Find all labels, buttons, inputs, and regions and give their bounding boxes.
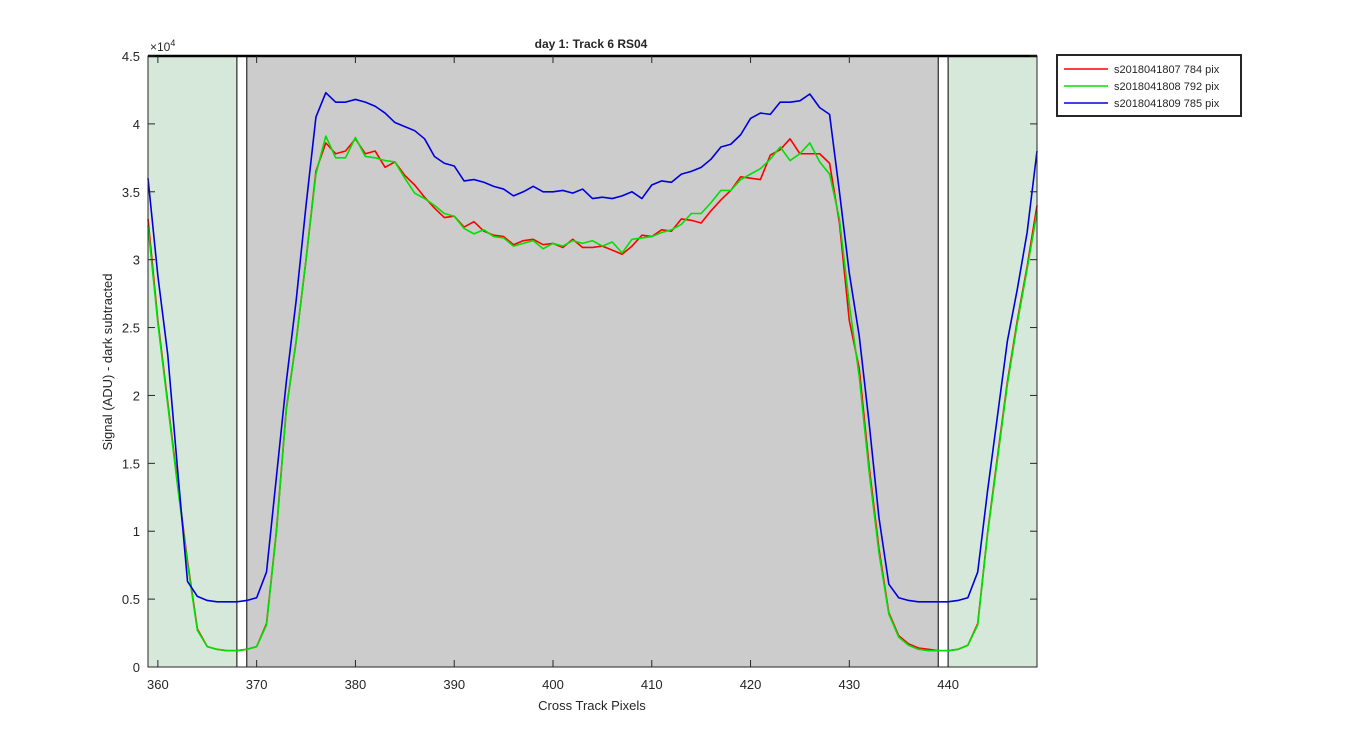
x-tick-label: 410 [641,677,663,692]
y-tick-label: 2 [133,388,140,403]
x-axis-label: Cross Track Pixels [538,698,646,713]
x-tick-label: 400 [542,677,564,692]
series-lines [147,91,1038,652]
x-tick-label: 440 [937,677,959,692]
legend[interactable]: s2018041807 784 pix s2018041808 792 pix s2… [1056,54,1242,117]
y-axis-label: Signal (ADU) - dark subtracted [100,273,115,450]
y-tick-label: 0 [133,660,140,675]
y-tick-label: 4.5 [122,49,140,64]
legend-label-2: s2018041808 792 pix [1114,81,1220,93]
y-tick-label: 1 [133,524,140,539]
legend-label-3: s2018041809 785 pix [1114,98,1220,110]
y-axis-exponent: ×104 [150,38,175,54]
series-line-2 [147,135,1038,652]
x-tick-label: 420 [740,677,762,692]
y-axis-ticks: 0 0.5 1 1.5 2 2.5 3 3.5 4 4.5 [122,49,1037,675]
x-tick-label: 430 [838,677,860,692]
marker-box-2 [937,55,949,668]
y-tick-label: 0.5 [122,592,140,607]
plot-area: 360 370 380 390 400 410 420 430 440 0 0.5 1 1.5 2 2.5… [122,49,1038,692]
shaded-region-1 [148,56,237,667]
legend-label-1: s2018041807 784 pix [1114,64,1220,76]
x-tick-label: 380 [345,677,367,692]
y-tick-label: 2.5 [122,321,140,336]
x-tick-label: 370 [246,677,268,692]
y-tick-label: 3.5 [122,185,140,200]
marker-box-1 [236,55,248,668]
y-tick-label: 1.5 [122,456,140,471]
x-tick-label: 390 [443,677,465,692]
y-tick-label: 3 [133,253,140,268]
x-tick-label: 360 [147,677,169,692]
shaded-regions [148,56,1037,667]
chart-title: day 1: Track 6 RS04 [535,37,648,51]
series-line-3 [147,91,1038,603]
shaded-region-3 [948,56,1037,667]
x-axis-ticks: 360 370 380 390 400 410 420 430 440 [147,56,959,692]
y-tick-label: 4 [133,117,140,132]
